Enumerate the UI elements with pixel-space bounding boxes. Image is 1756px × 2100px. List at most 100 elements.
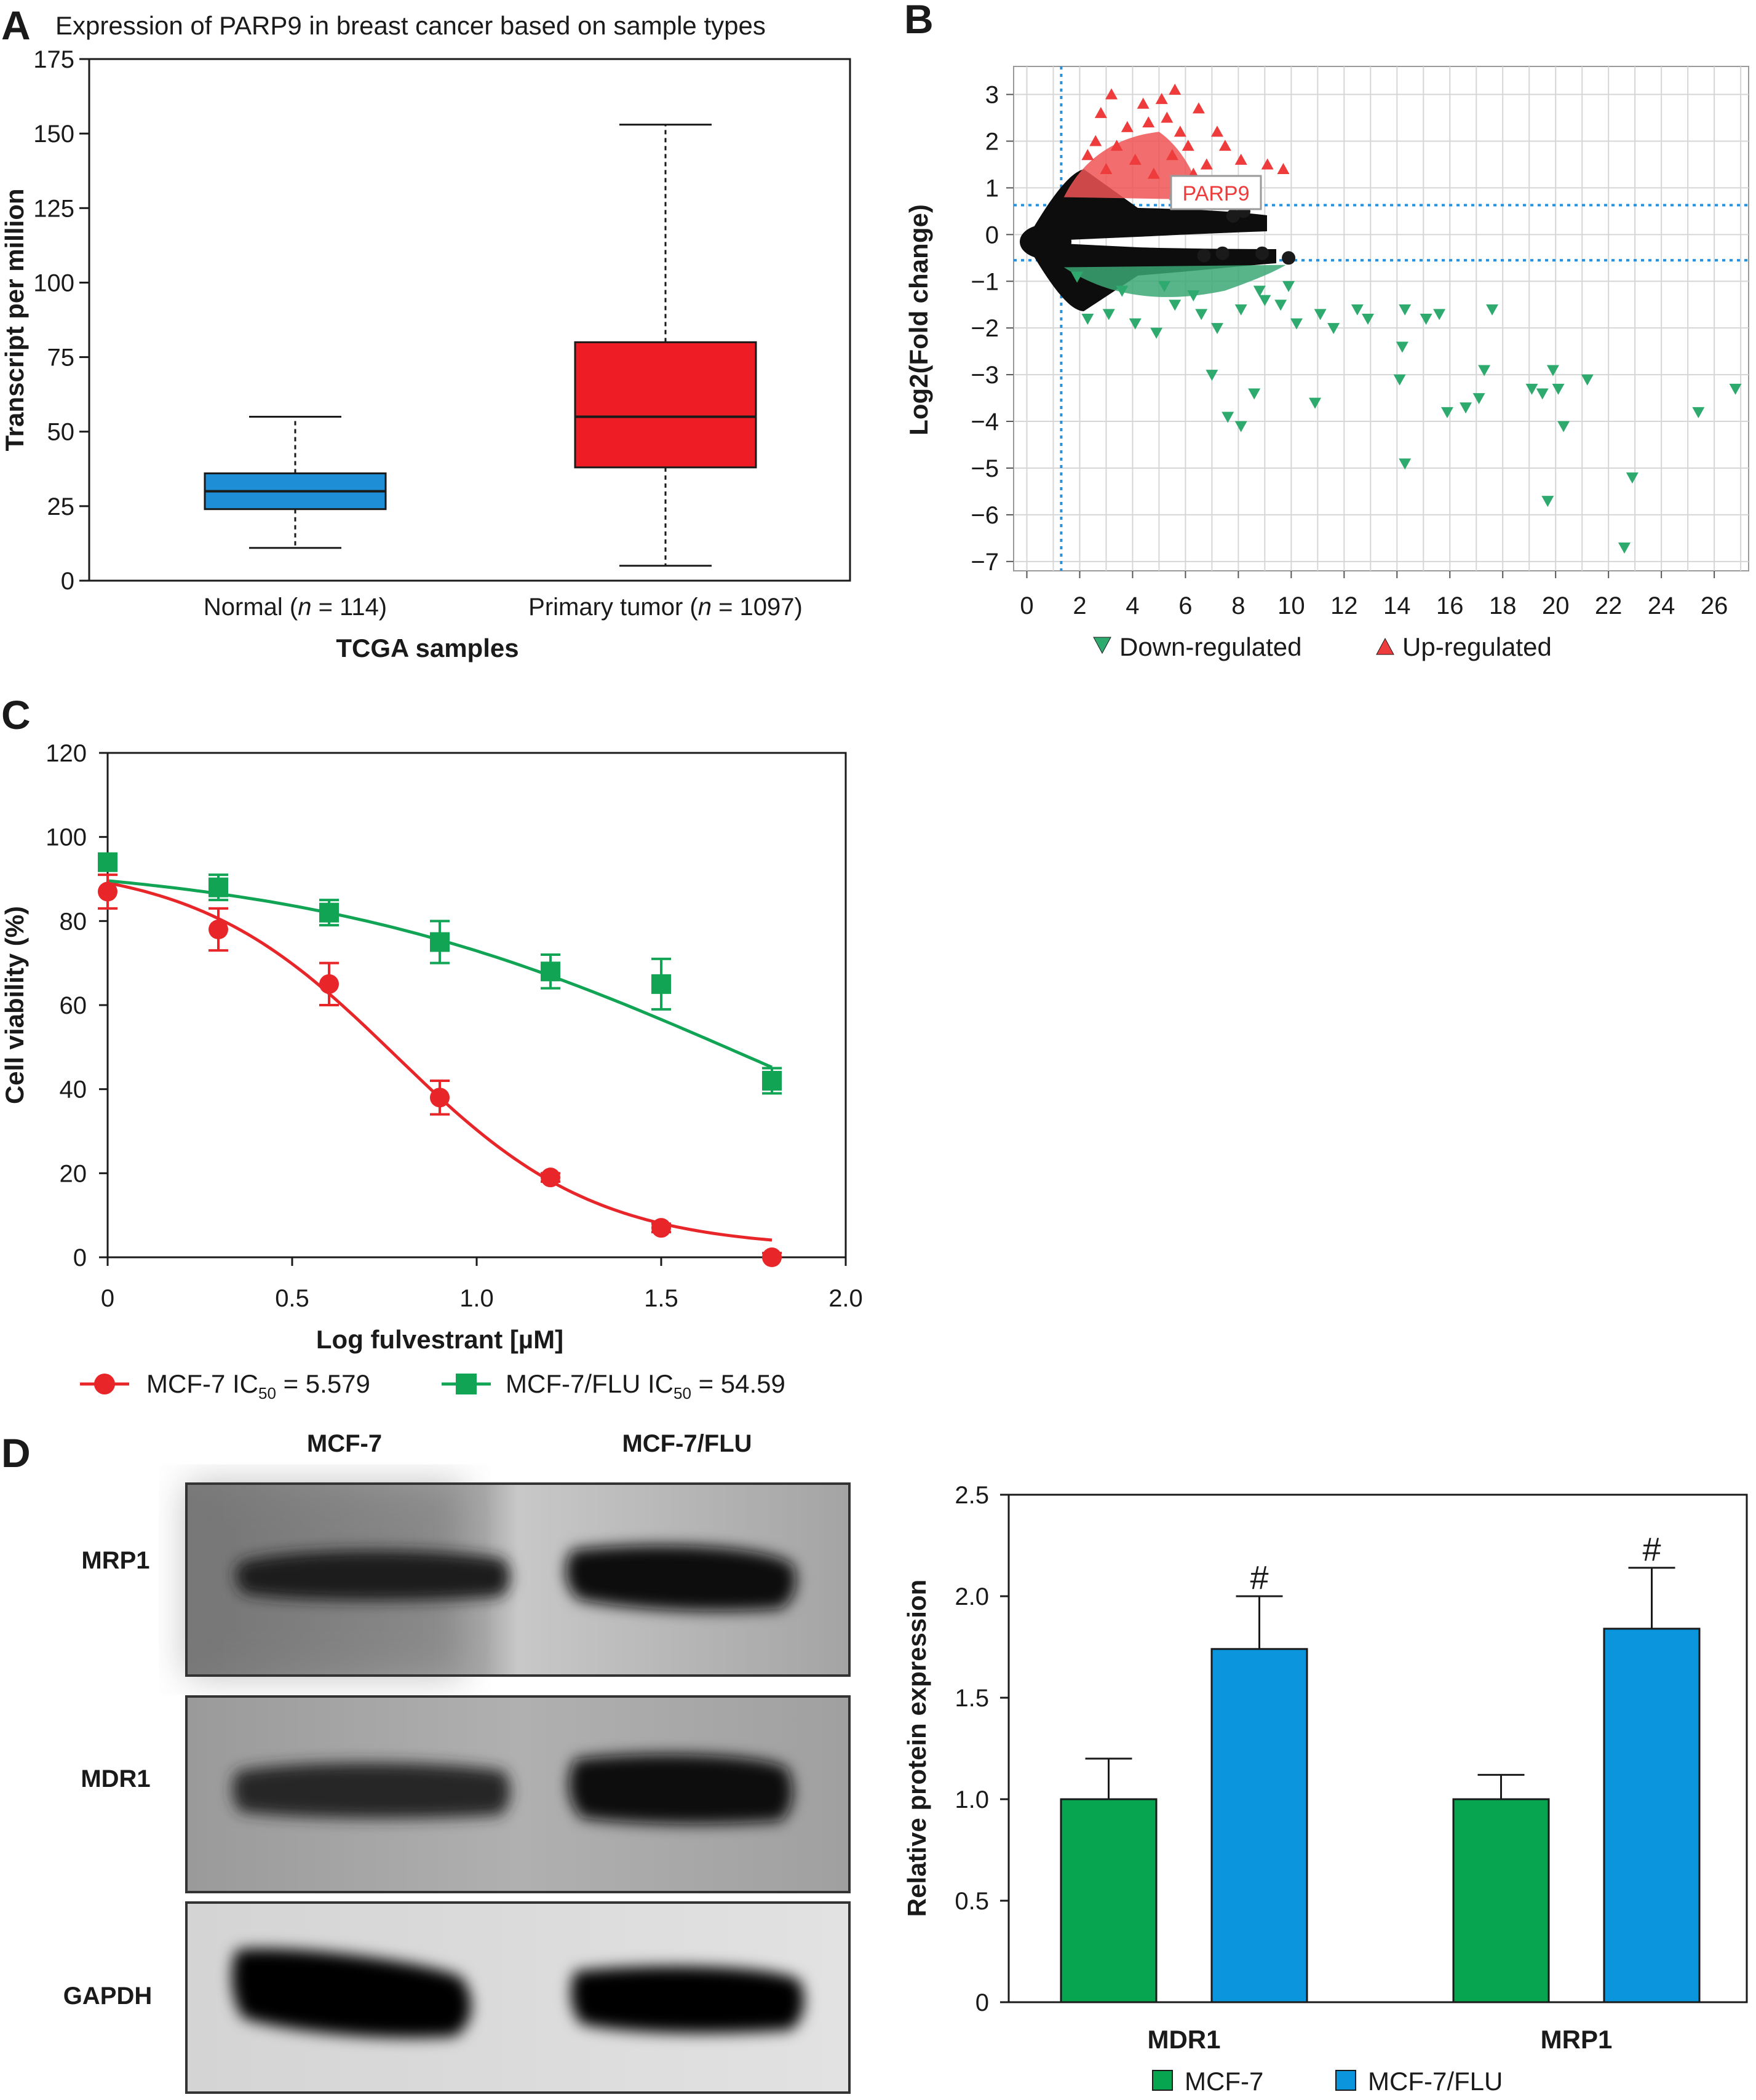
fit-curve-1 (107, 879, 773, 1069)
down-point (1552, 383, 1565, 395)
panel-b-ytick-label: −1 (971, 268, 999, 295)
panel-b-ytick-label: −2 (971, 315, 999, 342)
panel-b-points (1063, 83, 1742, 554)
panel-c-xlabel: Log fulvestrant [µM] (316, 1325, 563, 1354)
panel-b-xtick-label: 14 (1383, 592, 1411, 619)
panel-c-xtick-label: 1.5 (644, 1285, 678, 1312)
panel-b-ylabel: Log2(Fold change) (904, 204, 933, 436)
panel-b-xtick-label: 12 (1330, 592, 1358, 619)
down-point (1327, 323, 1340, 335)
panel-a-ytick-label: 150 (33, 121, 74, 148)
category-label-part: Primary tumor ( (528, 594, 698, 621)
panel-b-xtick-label: 4 (1126, 592, 1139, 619)
up-point (1182, 140, 1194, 151)
down-point (1253, 285, 1266, 297)
data-point (98, 852, 117, 872)
down-point (1081, 314, 1094, 325)
legend-text-part: 50 (673, 1384, 691, 1402)
up-point (1121, 121, 1134, 132)
up-point (1174, 125, 1186, 137)
down-point (1187, 290, 1200, 302)
panel-letter-a: A (1, 2, 31, 48)
down-point (1169, 300, 1182, 311)
up-point (1155, 93, 1168, 105)
down-point (1396, 341, 1408, 353)
panel-b-xtick-label: 16 (1436, 592, 1464, 619)
panel-b-xtick-label: 22 (1595, 592, 1623, 619)
panel-a-ytick-label: 125 (33, 195, 74, 222)
panel-a-boxplot: Expression of PARP9 in breast cancer bas… (0, 11, 851, 662)
down-point (1234, 304, 1247, 316)
panel-d-ylabel: Relative protein expression (902, 1580, 931, 1917)
down-point (1472, 393, 1485, 405)
panel-c-ytick-label: 120 (46, 740, 87, 767)
down-point (1557, 421, 1570, 432)
panel-c-xtick-label: 0 (101, 1285, 114, 1312)
down-point (1460, 402, 1472, 414)
legend-flu-bar-label: MCF-7/FLU (1368, 2067, 1503, 2096)
down-point (1536, 388, 1549, 400)
panel-d-legend: MCF-7 MCF-7/FLU (1152, 2067, 1503, 2096)
up-point (1129, 153, 1142, 165)
down-point (1440, 407, 1453, 418)
down-point (1206, 370, 1218, 381)
panel-letter-d: D (1, 1430, 31, 1476)
panel-b-ytick-label: −6 (971, 502, 999, 529)
panel-d-category-mrp1: MRP1 (1541, 2025, 1613, 2054)
legend-up-label: Up-regulated (1402, 632, 1552, 661)
panel-d-bar-chart: 0 0.5 1.0 1.5 2.0 2.5 # MDR1 # MRP1 Relative pro… (902, 1482, 1748, 2096)
panel-b-xtick-label: 24 (1648, 592, 1675, 619)
panel-b-ticks: 0 2 4 6 8 10 12 14 16 18 20 22 24 263210−1−2−3−4−5−6−… (971, 82, 1728, 619)
panel-b-xtick-label: 0 (1020, 592, 1033, 619)
panel-b-parp9-annotation: PARP9 (1170, 175, 1262, 210)
up-point (1200, 158, 1213, 170)
panel-b-ytick-label: 2 (985, 128, 999, 155)
down-point (1258, 295, 1271, 306)
down-point (1541, 496, 1554, 507)
blot-row-gapdh: GAPDH (63, 1983, 152, 2010)
panel-c-ytick-label: 80 (60, 908, 87, 935)
panel-a-ytick-label: 175 (33, 46, 74, 73)
down-point (1546, 365, 1559, 376)
down-point (1486, 304, 1499, 316)
down-point (1234, 421, 1247, 432)
data-point (651, 1218, 671, 1238)
up-point (1094, 106, 1107, 118)
data-point (209, 877, 228, 897)
category-label-part: = 114) (311, 594, 387, 621)
ns-point (1197, 249, 1211, 263)
up-point (1234, 153, 1247, 165)
legend-flu-marker (456, 1374, 477, 1394)
category-label-part: Normal ( (204, 594, 298, 621)
down-point (1158, 280, 1171, 292)
ns-point (1226, 209, 1240, 223)
up-point (1169, 83, 1182, 95)
data-point (319, 974, 339, 994)
panel-a-ytick-label: 50 (47, 419, 75, 446)
up-point (1105, 88, 1118, 100)
blot-strip-mrp1 (185, 1482, 851, 1677)
bar-mdr1-1 (1210, 1648, 1308, 2003)
panel-a-ytick-label: 0 (61, 568, 74, 595)
panel-b-ytick-label: −7 (971, 549, 999, 576)
panel-c-legend: MCF-7 IC50 = 5.579 MCF-7/FLU IC50 = 54.5… (80, 1369, 785, 1402)
legend-flu-label: MCF-7/FLU IC50 = 54.59 (506, 1369, 785, 1402)
down-point (1618, 543, 1631, 554)
data-point (209, 920, 228, 939)
up-point (1161, 111, 1174, 123)
down-point (1729, 383, 1742, 395)
data-point (319, 902, 339, 923)
parp9-label-box (1170, 175, 1262, 210)
down-point (1399, 304, 1412, 316)
legend-mcf7-bar-label: MCF-7 (1185, 2067, 1263, 2096)
panel-c-ytick-label: 0 (73, 1244, 87, 1271)
down-point (1314, 309, 1327, 320)
down-point (1071, 271, 1084, 283)
panel-b-ytick-label: 1 (985, 175, 999, 202)
blot-row-mdr1: MDR1 (81, 1765, 150, 1792)
down-point (1102, 309, 1115, 320)
down-point (1478, 365, 1491, 376)
panel-b-xtick-label: 20 (1542, 592, 1570, 619)
legend-down-label: Down-regulated (1119, 632, 1302, 661)
